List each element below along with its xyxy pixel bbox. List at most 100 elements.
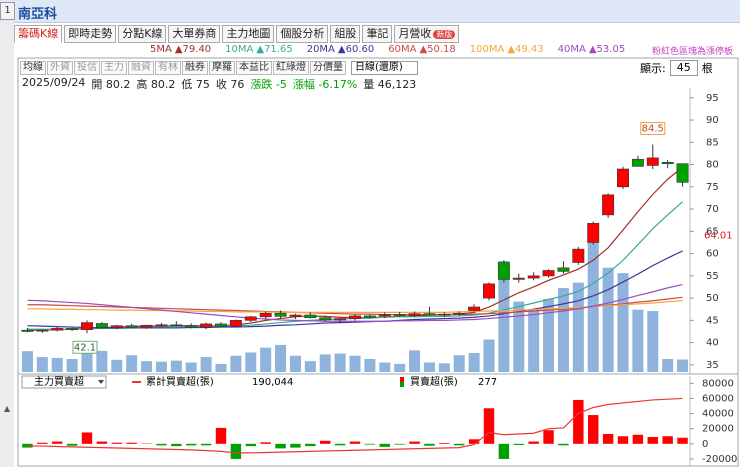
dropdown-text: 主力買賣超 xyxy=(34,375,84,388)
candle-body xyxy=(170,324,183,327)
flow-bar xyxy=(305,443,316,447)
legend-cum-name: 累計買賣超(張) xyxy=(146,375,214,388)
show-unit: 根 xyxy=(701,62,713,75)
ma-line xyxy=(27,300,683,313)
volume-bar xyxy=(349,355,361,372)
info-item: 2025/09/24 xyxy=(22,76,86,89)
candle-body xyxy=(631,158,644,167)
flow-bar xyxy=(483,408,495,444)
y-tick-label: 90 xyxy=(706,115,719,126)
flow-bar xyxy=(171,443,182,447)
show-input[interactable]: 45 xyxy=(669,60,698,76)
candle-body xyxy=(468,306,481,311)
volume-bar xyxy=(662,359,674,372)
y-tick-label: 20000 xyxy=(702,424,734,435)
tab[interactable]: 籌碼K線 xyxy=(14,25,63,43)
candle-body xyxy=(393,314,406,316)
candle-body xyxy=(259,312,272,318)
tool-button[interactable]: 摩羅 xyxy=(209,61,235,75)
ma-legend: 5MA ▲79.40 10MA ▲71.65 20MA ▲60.60 60MA ▲50.18 1… xyxy=(150,44,625,58)
tab[interactable]: 組股 xyxy=(330,25,361,43)
volume-bar xyxy=(513,301,525,372)
candle-body xyxy=(200,323,213,328)
flow-bar xyxy=(96,441,108,444)
tab[interactable]: 筆記 xyxy=(362,25,393,43)
tab[interactable]: 主力地圖 xyxy=(222,25,275,43)
max-label: 84.5 xyxy=(642,124,664,135)
price-marker: 64.01 xyxy=(704,231,733,242)
legend-bar-value: 277 xyxy=(478,377,497,388)
y-tick-label: 50 xyxy=(706,293,719,304)
flow-bar xyxy=(349,441,361,444)
tool-button[interactable]: 有林 xyxy=(155,61,181,75)
tab[interactable]: 大單券商 xyxy=(168,25,221,43)
min-label: 42.1 xyxy=(74,342,96,353)
flow-panel xyxy=(17,373,739,467)
quote-info: 2025/09/24 開 80.2 高 80.2 低 75 收 76 漲跌 -5 漲幅 -6… xyxy=(22,76,416,92)
flow-bar xyxy=(543,430,554,444)
period-select[interactable]: 日線(還原) xyxy=(351,61,418,75)
ma-legend-item: 5MA ▲79.40 xyxy=(150,44,211,58)
candle-body xyxy=(572,248,585,263)
candle-body xyxy=(483,283,495,299)
cumulative-line xyxy=(27,397,683,454)
dropdown[interactable] xyxy=(21,375,107,389)
ma-name: 60MA xyxy=(388,44,417,55)
tool-button[interactable]: 分價量 xyxy=(310,61,346,75)
y-tick-label: 75 xyxy=(706,182,719,193)
y-tick-label: -20000 xyxy=(702,454,737,465)
flow-bar xyxy=(275,443,286,449)
volume-bar xyxy=(677,359,689,372)
volume-bar xyxy=(126,355,138,372)
flow-bar xyxy=(528,441,539,444)
tool-button[interactable]: 外資 xyxy=(47,61,73,75)
tab[interactable]: 個股分析 xyxy=(276,25,329,43)
scroll-arrow[interactable] xyxy=(4,406,10,412)
tool-button[interactable]: 投信 xyxy=(74,61,100,75)
candle-body xyxy=(497,262,510,280)
tool-button[interactable]: 紅綠燈 xyxy=(273,61,309,75)
ma-value: ▲71.65 xyxy=(256,44,293,55)
candle-body xyxy=(438,313,451,316)
candle-body xyxy=(646,157,659,166)
tool-button[interactable]: 主力 xyxy=(101,61,127,75)
volume-bar xyxy=(498,260,510,372)
tool-button[interactable]: 本益比 xyxy=(236,61,272,75)
volume-bar xyxy=(394,363,406,372)
toolbar: 均線 外資 投信 主力 融資 有林 融券 摩羅 本益比 紅綠燈 分價量 日線(還原) xyxy=(20,61,418,75)
flow-bar xyxy=(200,443,212,446)
volume-bar xyxy=(111,359,123,372)
tab[interactable]: 分點K線 xyxy=(118,25,167,43)
volume-bar xyxy=(96,350,108,372)
flow-bar xyxy=(617,436,629,444)
flow-bar xyxy=(81,432,93,444)
tab[interactable]: 即時走勢 xyxy=(64,25,117,43)
candle-body xyxy=(21,329,34,332)
candle-body xyxy=(36,329,49,332)
candle-body xyxy=(95,323,108,328)
volume-bar xyxy=(557,288,569,372)
flow-bar xyxy=(439,443,450,444)
tool-button[interactable]: 均線 xyxy=(20,61,46,75)
y-tick-label: 65 xyxy=(706,226,719,237)
info-item: 漲跌 -5 xyxy=(250,78,287,91)
info-item: 收 76 xyxy=(215,78,245,91)
candle-body xyxy=(66,328,79,331)
volume-bar xyxy=(423,362,435,372)
y-tick-label: 85 xyxy=(706,137,719,148)
tool-button[interactable]: 融資 xyxy=(128,61,154,75)
ma-legend-item: 60MA ▲50.18 xyxy=(388,44,456,58)
tab[interactable]: 月營收 新版 xyxy=(394,25,460,43)
volume-bar xyxy=(647,311,659,372)
y-tick-label: 95 xyxy=(706,93,719,104)
candle-body xyxy=(349,315,361,319)
y-tick-label: 60 xyxy=(706,249,719,260)
tab-bar: 籌碼K線 即時走勢 分點K線 大單券商 主力地圖 個股分析 組股 筆記 月營收 新版 xyxy=(14,25,460,43)
y-tick-label: 40000 xyxy=(702,409,734,420)
volume-bar xyxy=(379,362,391,372)
tool-button[interactable]: 融券 xyxy=(182,61,208,75)
candle-body xyxy=(363,315,376,318)
candle-body xyxy=(676,163,689,183)
flow-bar xyxy=(156,443,167,446)
candle-body xyxy=(229,320,242,327)
